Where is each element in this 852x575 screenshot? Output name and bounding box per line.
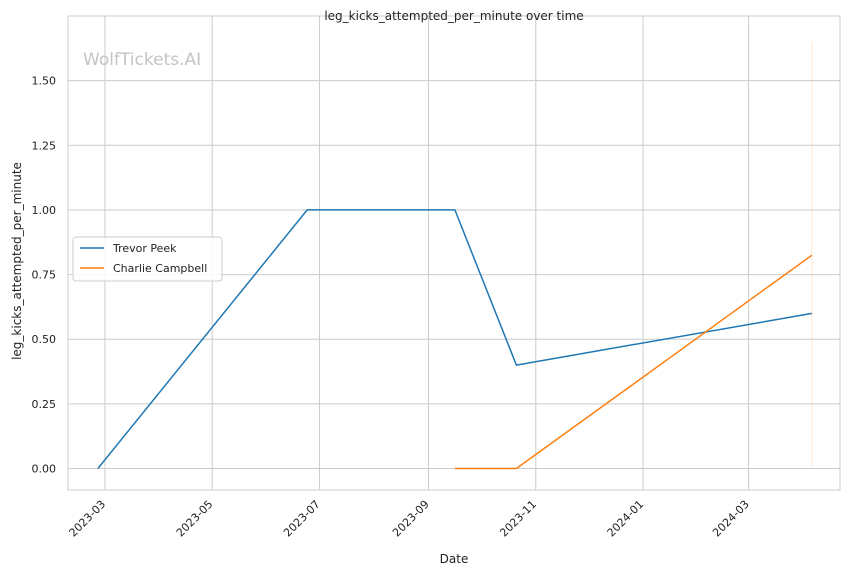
x-tick-label: 2023-09 <box>390 498 432 540</box>
y-tick-label: 1.25 <box>32 139 57 152</box>
y-tick-label: 0.25 <box>32 398 57 411</box>
grid-lines <box>68 16 840 490</box>
x-tick-label: 2024-03 <box>710 498 752 540</box>
y-tick-label: 1.00 <box>32 204 57 217</box>
y-tick-label: 0.75 <box>32 269 57 282</box>
y-tick-labels: 0.00 0.25 0.50 0.75 1.00 1.25 1.50 <box>32 75 57 476</box>
legend-box <box>72 236 223 282</box>
x-tick-label: 2023-11 <box>497 498 539 540</box>
series-lines <box>97 41 813 470</box>
legend-label-trevor-peek: Trevor Peek <box>112 242 177 255</box>
y-tick-label: 0.00 <box>32 463 57 476</box>
chart-title: leg_kicks_attempted_per_minute over time <box>324 9 583 23</box>
y-axis-label: leg_kicks_attempted_per_minute <box>10 162 24 360</box>
x-tick-label: 2023-07 <box>281 498 323 540</box>
x-tick-label: 2023-03 <box>67 498 109 540</box>
x-axis-label: Date <box>440 552 469 566</box>
y-tick-label: 1.50 <box>32 75 57 88</box>
legend-label-charlie-campbell: Charlie Campbell <box>113 262 207 275</box>
watermark: WolfTickets.AI <box>83 50 201 70</box>
x-tick-label: 2023-05 <box>174 498 216 540</box>
series-line-charlie-campbell <box>454 254 813 470</box>
legend: Trevor Peek Charlie Campbell <box>72 236 223 282</box>
y-tick-label: 0.50 <box>32 333 57 346</box>
x-tick-labels: 2023-03 2023-05 2023-07 2023-09 2023-11 2024-… <box>67 498 752 540</box>
x-tick-label: 2024-01 <box>605 498 647 540</box>
series-line-trevor-peek <box>97 209 813 469</box>
